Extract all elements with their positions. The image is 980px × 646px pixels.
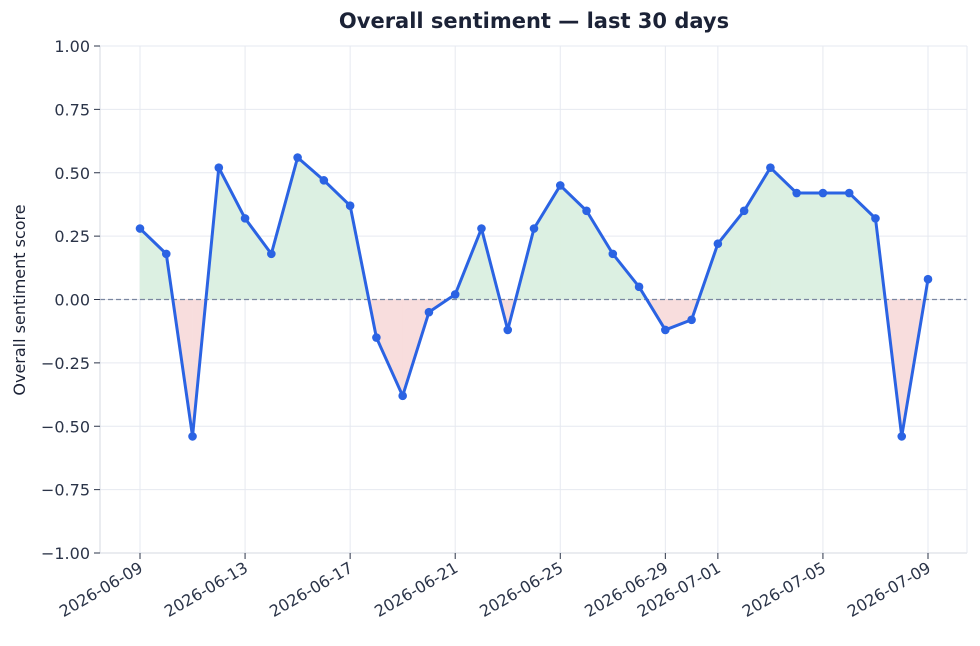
data-point	[293, 153, 302, 162]
data-point	[713, 239, 723, 249]
data-point	[398, 391, 407, 401]
data-point	[240, 214, 250, 223]
y-tick-label: −1.00	[41, 544, 90, 563]
data-point	[818, 188, 828, 198]
data-point	[608, 249, 618, 259]
data-point	[214, 163, 224, 172]
data-point	[766, 163, 775, 172]
positive-area-fill	[218, 167, 246, 300]
data-point	[372, 333, 381, 342]
y-tick-label: −0.50	[41, 417, 90, 436]
y-tick-label: −0.75	[41, 481, 90, 500]
data-point	[477, 224, 486, 233]
area-fills	[139, 156, 929, 437]
y-tick-label: 1.00	[54, 37, 90, 56]
data-point	[161, 249, 171, 259]
data-point	[555, 181, 565, 190]
data-point	[923, 274, 933, 284]
positive-area-fill	[271, 157, 298, 300]
data-point	[634, 282, 644, 292]
data-point	[188, 432, 197, 441]
x-tick-label: 2026-07-09	[844, 558, 934, 621]
data-point	[529, 224, 539, 233]
data-point	[135, 224, 145, 233]
y-tick-label: 0.50	[54, 164, 90, 183]
x-tick-label: 2026-07-05	[739, 558, 829, 621]
y-tick-label: 0.00	[54, 291, 90, 310]
data-point	[897, 432, 907, 441]
y-tick-labels: 1.00 0.75 0.50 0.25 0.00 −0.25 −0.50 −0.75 −1.00	[41, 37, 100, 563]
y-tick-label: 0.75	[54, 100, 90, 119]
x-tick-label: 2026-06-17	[266, 558, 356, 621]
data-point	[792, 188, 801, 198]
positive-area-fill	[717, 210, 745, 300]
data-point	[503, 325, 513, 335]
data-point	[661, 325, 670, 335]
positive-area-fill	[323, 179, 351, 300]
data-point	[687, 315, 696, 325]
data-points	[135, 153, 933, 441]
data-point	[582, 206, 591, 216]
x-tick-labels: 2026-06-09 2026-06-13 2026-06-17 2026-06-21…	[56, 553, 934, 621]
positive-area-fill	[796, 192, 824, 300]
data-point	[319, 176, 329, 185]
data-point	[871, 214, 880, 223]
data-point	[267, 249, 276, 259]
chart-title: Overall sentiment — last 30 days	[339, 9, 729, 33]
positive-area-fill	[822, 192, 850, 300]
x-tick-label: 2026-06-09	[56, 558, 146, 621]
positive-area-fill	[533, 184, 561, 300]
data-point	[424, 307, 434, 317]
y-tick-label: −0.25	[41, 354, 90, 373]
positive-area-fill	[560, 184, 587, 300]
positive-area-fill	[244, 217, 272, 300]
data-point	[450, 290, 460, 299]
data-point	[844, 188, 854, 198]
y-tick-label: 0.25	[54, 227, 90, 246]
data-point	[739, 206, 749, 216]
positive-area-fill	[848, 192, 876, 300]
y-axis-label: Overall sentiment score	[10, 204, 29, 395]
x-tick-label: 2026-06-25	[476, 558, 566, 621]
x-tick-label: 2026-06-13	[161, 558, 251, 621]
data-point	[345, 201, 355, 211]
x-tick-label: 2026-06-21	[371, 558, 461, 621]
